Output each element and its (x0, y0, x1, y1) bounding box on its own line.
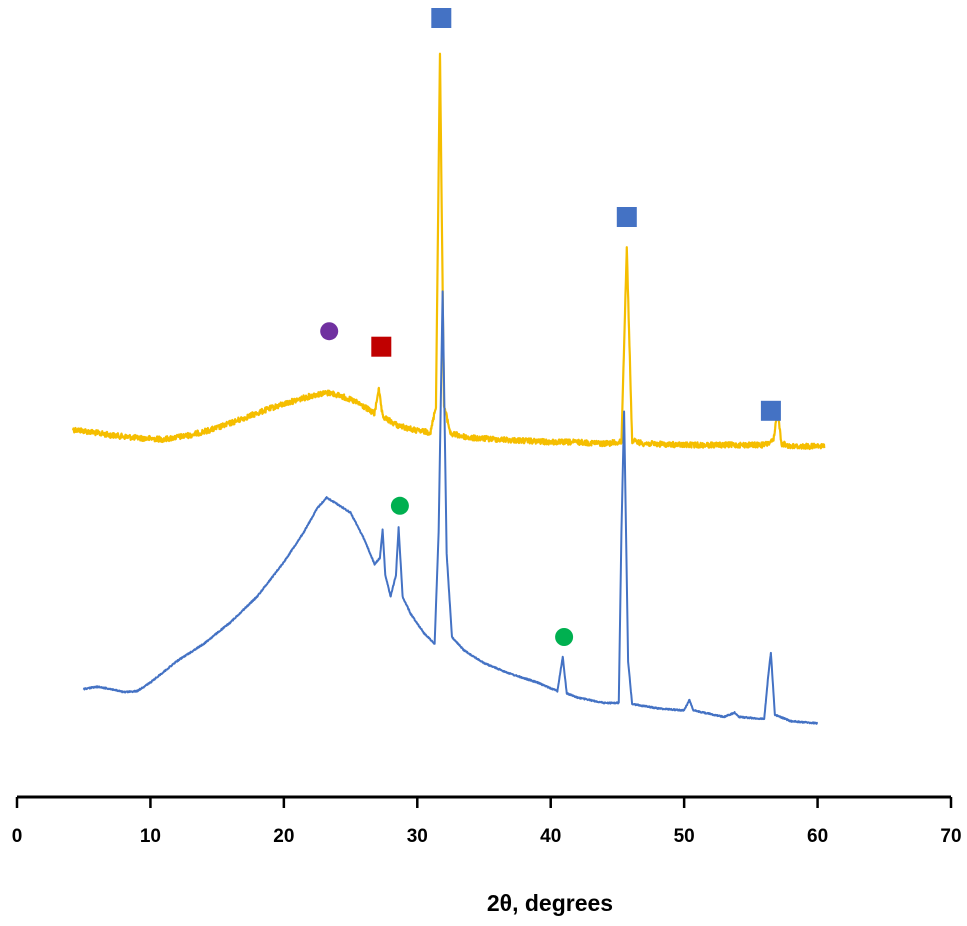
square-marker (371, 336, 392, 357)
x-tick-label: 50 (674, 826, 695, 847)
x-tick-label: 60 (807, 826, 828, 847)
square-marker (616, 207, 637, 227)
circle-marker (390, 496, 409, 515)
square-marker (431, 8, 452, 28)
x-tick-label: 40 (540, 826, 561, 847)
series-line-1 (71, 52, 826, 451)
x-tick-label: 10 (140, 826, 161, 847)
x-tick-label: 0 (12, 826, 23, 847)
x-axis-title: 2θ, degrees (487, 890, 613, 916)
circle-marker (320, 322, 339, 341)
plot-area (71, 52, 826, 725)
x-tick-label: 30 (407, 826, 428, 847)
series-line-2 (82, 290, 819, 725)
x-axis-ticks: 0 10 20 30 40 50 60 70 (12, 797, 962, 847)
circle-marker (555, 628, 574, 646)
phase-markers (320, 8, 781, 646)
x-tick-label: 20 (273, 826, 294, 847)
x-tick-label: 70 (940, 826, 961, 847)
square-marker (760, 400, 781, 421)
